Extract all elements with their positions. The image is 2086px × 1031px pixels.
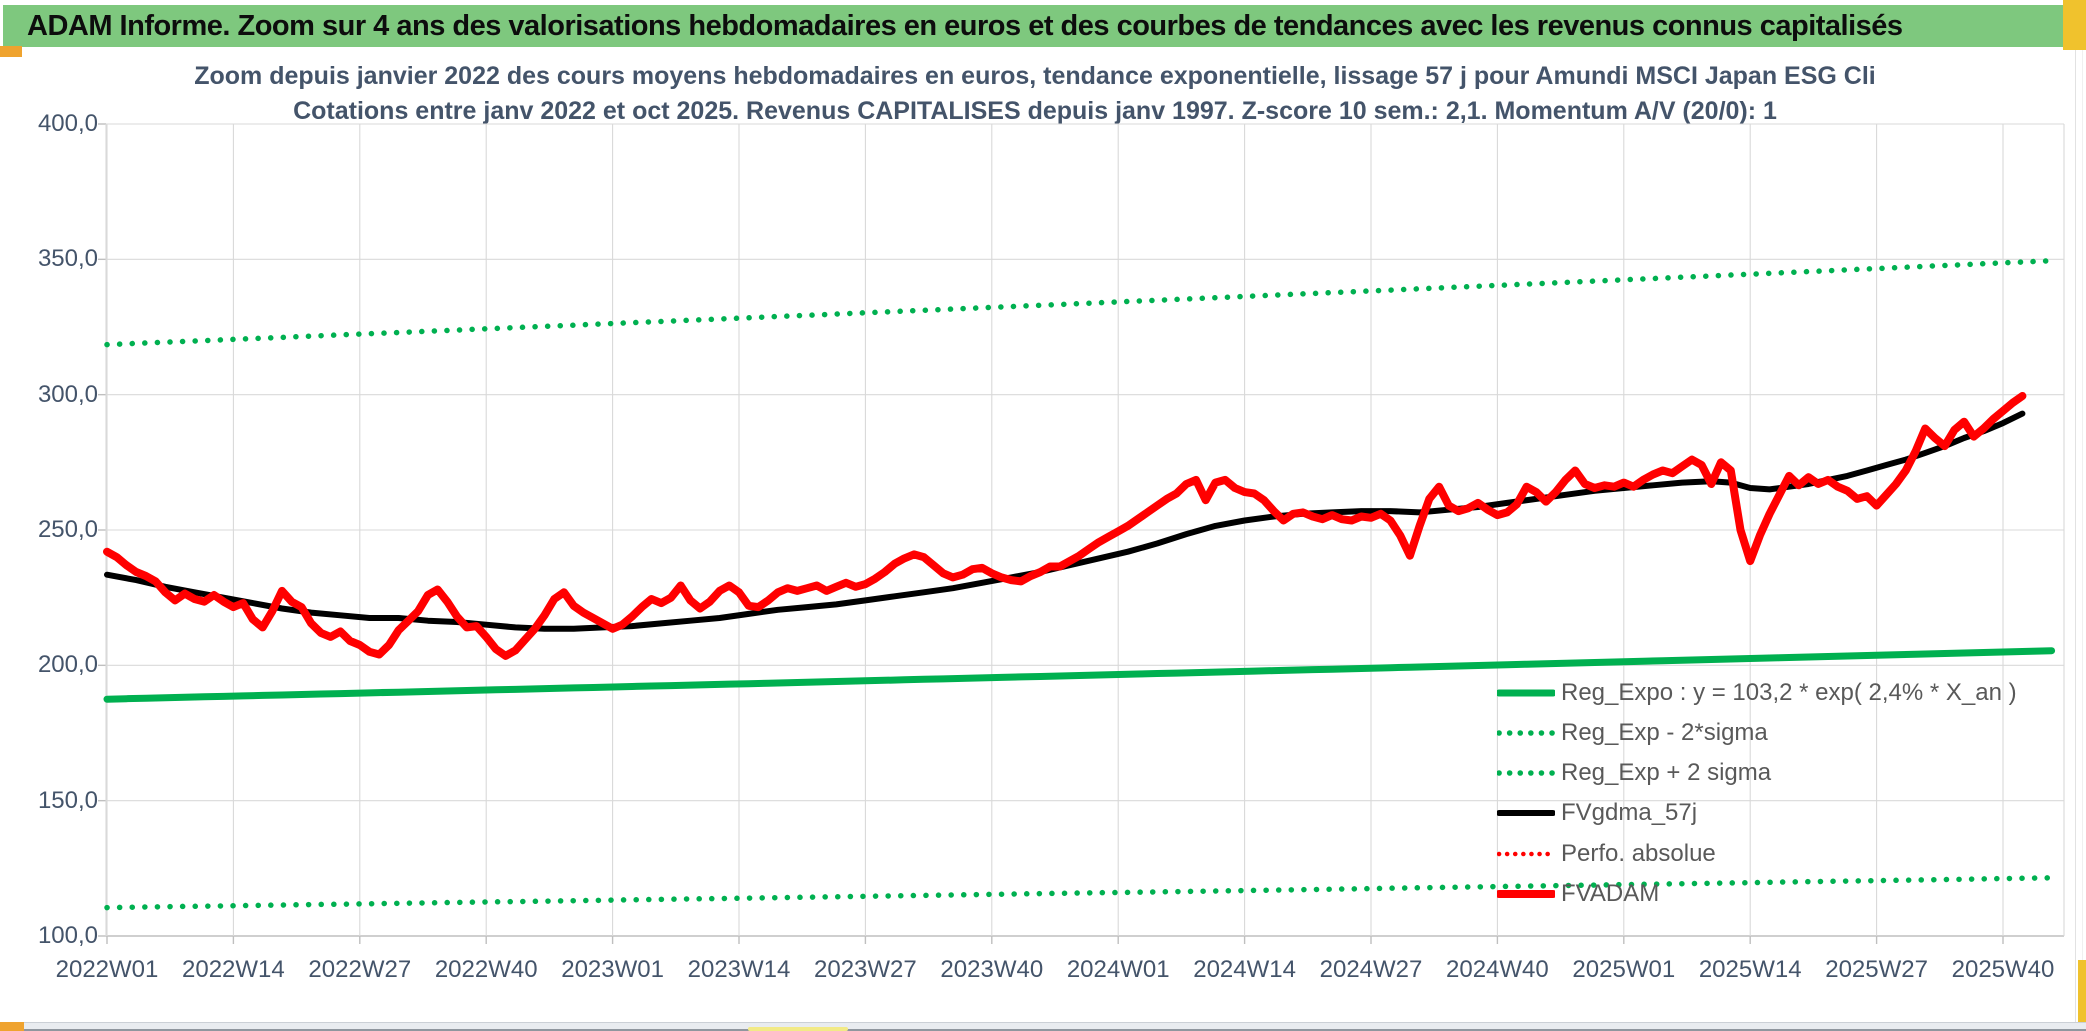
legend-label: Reg_Exp + 2 sigma [1561,759,1772,786]
legend-item-reg-expo-y-103-2-exp-2-4-x-an-: Reg_Expo : y = 103,2 * exp( 2,4% * X_an … [1497,676,2017,710]
window-edge-line [2075,50,2076,1022]
series-fvadam [103,392,2027,660]
legend-marker [1497,770,1555,776]
x-axis-label: 2025W14 [1698,956,1802,983]
y-axis-label: 350,0 [37,245,98,273]
x-axis-label: 2023W01 [561,956,664,983]
series-reg-expo-y-103-2-exp-2-4-x-an- [103,647,2056,703]
gold-edge-accent-bottom-right [2078,960,2086,1028]
legend-item-fvgdma-57j: FVgdma_57j [1497,796,1697,830]
x-axis-label: 2024W27 [1319,956,1423,983]
x-axis-label: 2024W40 [1446,956,1549,983]
legend-marker [1497,851,1555,857]
x-axis-label: 2023W40 [940,956,1044,983]
x-axis-label: 2022W01 [55,956,159,983]
x-axis-label: 2023W27 [814,956,917,983]
x-axis-label: 2025W40 [1951,956,2055,983]
window-title: ADAM Informe. Zoom sur 4 ans des valoris… [27,9,1903,42]
legend-item-reg-exp-2-sigma: Reg_Exp - 2*sigma [1497,716,1768,750]
y-axis-label: 300,0 [37,380,98,408]
legend-label: Reg_Exp - 2*sigma [1561,719,1768,746]
x-axis-label: 2024W01 [1066,956,1170,983]
y-axis-label: 250,0 [37,516,98,543]
legend-item-reg-exp-2-sigma: Reg_Exp + 2 sigma [1497,756,1771,790]
series-fvgdma-57j [104,410,2026,632]
x-axis-label: 2025W01 [1572,956,1676,983]
legend-marker [1497,810,1555,816]
y-axis-label: 100,0 [37,922,98,949]
legend-marker [1497,689,1555,697]
y-axis-label: 400,0 [37,110,98,137]
legend-label: FVgdma_57j [1561,799,1698,826]
legend-marker [1497,730,1555,736]
chart-subtitle: Cotations entre janv 2022 et oct 2025. R… [293,97,1777,125]
x-axis-label: 2022W40 [434,956,538,983]
window-edge-line-2 [2082,50,2083,1022]
gold-corner-accent-right [2063,0,2086,50]
x-axis-label: 2023W14 [687,956,791,983]
horizontal-scrollbar[interactable] [0,1022,2086,1031]
scrollbar-thumb[interactable] [748,1027,848,1031]
gold-corner-accent-left [0,46,22,57]
window-title-bar: ADAM Informe. Zoom sur 4 ans des valoris… [3,5,2063,47]
chart-title: Zoom depuis janvier 2022 des cours moyen… [194,62,1876,90]
legend-label: Perfo. absolue [1561,840,1716,867]
x-axis-label: 2025W27 [1825,956,1928,983]
legend-marker [1497,890,1555,898]
y-axis-label: 200,0 [37,651,98,679]
legend-label: Reg_Expo : y = 103,2 * exp( 2,4% * X_an … [1561,679,2017,706]
x-axis-label: 2022W14 [182,956,285,983]
legend-item-perfo-absolue: Perfo. absolue [1497,837,1716,871]
series-reg-exp-2-sigma [104,257,2055,348]
gold-scrollbar-accent-left [0,1022,24,1031]
series-reg-exp-2-sigma [104,875,2055,911]
x-axis-label: 2024W14 [1193,956,1296,983]
x-axis-label: 2022W27 [308,956,412,983]
legend-label: FVADAM [1561,880,1660,907]
legend-item-fvadam: FVADAM [1497,877,1659,911]
y-axis-label: 150,0 [37,786,98,814]
